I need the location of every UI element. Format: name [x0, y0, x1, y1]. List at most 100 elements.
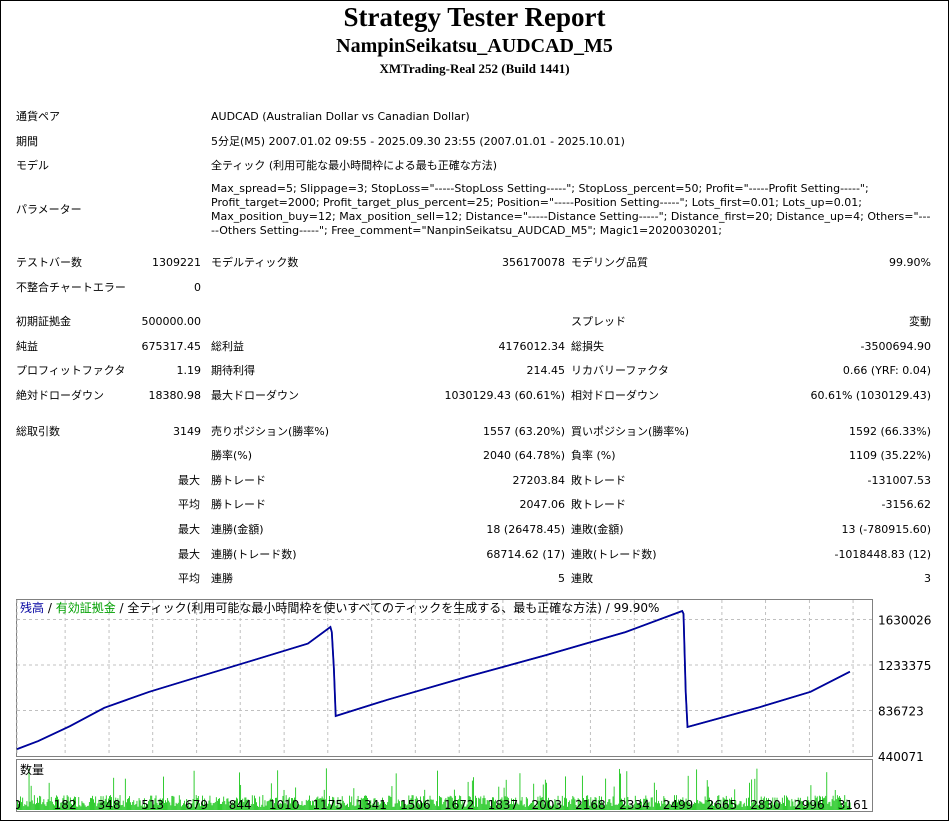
volume-bar	[729, 798, 730, 810]
label: 連勝(金額)	[211, 523, 264, 536]
volume-bar	[778, 802, 780, 810]
volume-bar	[47, 799, 49, 810]
volume-bar	[557, 795, 559, 810]
volume-bar	[415, 796, 417, 810]
row-bars: テストバー数 1309221 モデルティック数 356170078 モデリング品質 9…	[16, 255, 931, 271]
volume-bar	[847, 806, 849, 810]
volume-bar	[237, 798, 238, 810]
volume-bar	[306, 800, 308, 810]
volume-bar	[56, 795, 57, 810]
volume-bar	[613, 786, 615, 810]
volume-bar	[395, 773, 397, 810]
label: 勝トレード	[211, 498, 266, 511]
volume-bar	[684, 801, 686, 810]
volume-bar	[280, 802, 282, 810]
volume-bar	[382, 797, 383, 810]
volume-bar	[355, 805, 357, 810]
volume-bar	[609, 799, 611, 810]
volume-bar	[209, 795, 211, 810]
volume-bar	[754, 778, 756, 810]
volume-bar	[179, 799, 181, 810]
volume-bar	[495, 799, 497, 810]
volume-bar	[704, 796, 706, 810]
volume-bar	[57, 796, 59, 810]
volume-bar	[603, 804, 604, 810]
volume-bar	[716, 804, 718, 810]
volume-bar	[806, 800, 808, 810]
volume-bar	[78, 797, 80, 810]
volume-bar	[809, 802, 811, 810]
volume-bar	[317, 796, 319, 810]
volume-bar	[73, 798, 74, 810]
volume-bar	[77, 806, 79, 810]
volume-bar	[85, 806, 87, 810]
volume-bar	[48, 782, 50, 810]
legend-equity: 有効証拠金	[56, 600, 116, 615]
volume-bar	[463, 802, 465, 810]
volume-bar	[749, 782, 750, 810]
volume-bar	[201, 802, 202, 810]
volume-bar	[196, 797, 198, 810]
volume-bar	[732, 801, 734, 810]
volume-bar	[702, 803, 704, 810]
volume-bar	[377, 801, 379, 810]
value: 1309221	[152, 256, 201, 269]
volume-bar	[66, 795, 68, 810]
volume-bar	[849, 802, 851, 810]
volume-bar	[165, 800, 166, 810]
volume-bar	[259, 796, 261, 810]
volume-bar	[378, 804, 380, 810]
volume-bar	[383, 802, 384, 810]
value: 60.61% (1030129.43)	[810, 389, 931, 402]
volume-bar	[822, 796, 823, 810]
volume-bar	[176, 804, 178, 810]
volume-bar	[838, 797, 839, 810]
volume-bar	[38, 802, 39, 810]
volume-bar	[745, 798, 747, 810]
volume-bar	[475, 795, 476, 810]
volume-bar	[803, 805, 804, 810]
volume-bar	[135, 803, 137, 810]
volume-bar	[139, 800, 141, 810]
volume-bar	[588, 799, 590, 810]
volume-bar	[514, 805, 516, 810]
volume-bar	[846, 799, 848, 810]
volume-bar	[705, 799, 707, 810]
volume-bar	[375, 805, 377, 810]
balance-chart: 残高 / 有効証拠金 / 全ティック(利用可能な最小時間枠を使いすべてのティック…	[16, 599, 931, 812]
label: スプレッド	[571, 315, 626, 328]
volume-bar	[428, 804, 430, 810]
row-mismatch: 不整合チャートエラー 0	[16, 280, 931, 296]
volume-bar	[483, 795, 485, 810]
volume-bar	[185, 804, 187, 810]
volume-bar	[531, 802, 532, 810]
volume-bar	[453, 789, 455, 810]
volume-bar	[585, 800, 586, 810]
value: 99.90%	[889, 256, 931, 269]
volume-bar	[682, 797, 684, 810]
volume-bar	[820, 796, 821, 810]
volume-bar	[249, 805, 251, 810]
x-tick-label: 3161	[838, 798, 869, 812]
volume-bar	[83, 803, 85, 810]
volume-bar	[44, 804, 46, 810]
volume-bar	[153, 804, 155, 810]
volume-bar	[74, 796, 75, 810]
volume-bar	[546, 782, 547, 810]
volume-bar	[390, 797, 392, 810]
volume-bar	[191, 803, 193, 810]
volume-bar	[471, 780, 473, 810]
volume-bar	[465, 806, 467, 810]
volume-bar	[747, 805, 748, 810]
volume-bar	[845, 802, 847, 810]
volume-bar	[129, 796, 130, 810]
volume-bar	[683, 805, 685, 810]
volume-bar	[97, 803, 99, 810]
volume-bar	[175, 802, 177, 810]
volume-bar	[833, 800, 835, 810]
volume-bar	[349, 795, 351, 810]
volume-bar	[350, 802, 352, 810]
volume-bar	[303, 804, 305, 810]
volume-bar	[347, 803, 348, 810]
volume-bar	[481, 803, 483, 810]
